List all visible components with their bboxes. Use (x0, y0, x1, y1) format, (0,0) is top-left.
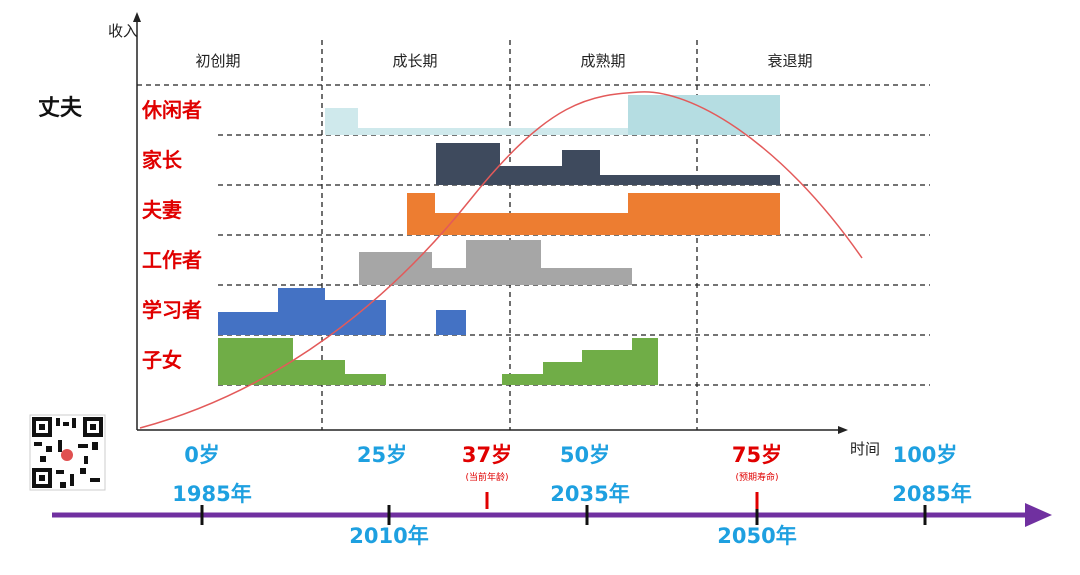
age-label: 100岁 (893, 443, 958, 467)
axes: 收入 时间 (108, 12, 880, 458)
age-label: 50岁 (560, 443, 610, 467)
phase-label: 成长期 (392, 52, 437, 70)
role-label: 学习者 (142, 298, 202, 322)
role-label: 家长 (142, 148, 183, 172)
spouse-block (407, 193, 780, 235)
y-axis-label: 收入 (108, 22, 138, 40)
age-label: 75岁 (732, 443, 782, 467)
x-axis-label: 时间 (850, 440, 880, 458)
income-curve (139, 91, 863, 429)
role-label: 休闲者 (141, 98, 202, 122)
year-label: 2035年 (550, 482, 629, 506)
x-arrow (838, 426, 848, 434)
year-label: 2050年 (717, 524, 796, 548)
student-block (218, 288, 386, 335)
age-note: (预期寿命) (735, 471, 778, 483)
qr-code (29, 414, 106, 491)
timeline-arrowhead (1025, 503, 1052, 527)
subject-label: 丈夫 (38, 96, 83, 121)
child-block (218, 338, 386, 385)
year-label: 2010年 (349, 524, 428, 548)
student-block (436, 310, 466, 335)
child-block (502, 338, 658, 385)
y-arrow (133, 12, 141, 22)
age-note: (当前年龄) (465, 471, 508, 483)
timeline: 0岁 25岁 37岁 (当前年龄) 50岁 75岁 (预期寿命) 100岁 19… (52, 443, 1052, 548)
age-label: 37岁 (462, 443, 512, 467)
phase-label: 初创期 (195, 52, 240, 70)
role-blocks (218, 95, 780, 385)
leisure-peak (628, 95, 780, 135)
role-label: 夫妻 (142, 198, 182, 222)
age-label: 25岁 (357, 443, 407, 467)
phase-label: 成熟期 (580, 52, 625, 70)
age-label: 0岁 (184, 443, 220, 467)
parent-block (436, 143, 780, 185)
role-label: 子女 (142, 348, 182, 372)
year-label: 2085年 (892, 482, 971, 506)
worker-block (359, 240, 632, 285)
phase-label: 衰退期 (767, 52, 812, 70)
role-label: 工作者 (142, 248, 202, 272)
year-label: 1985年 (172, 482, 251, 506)
